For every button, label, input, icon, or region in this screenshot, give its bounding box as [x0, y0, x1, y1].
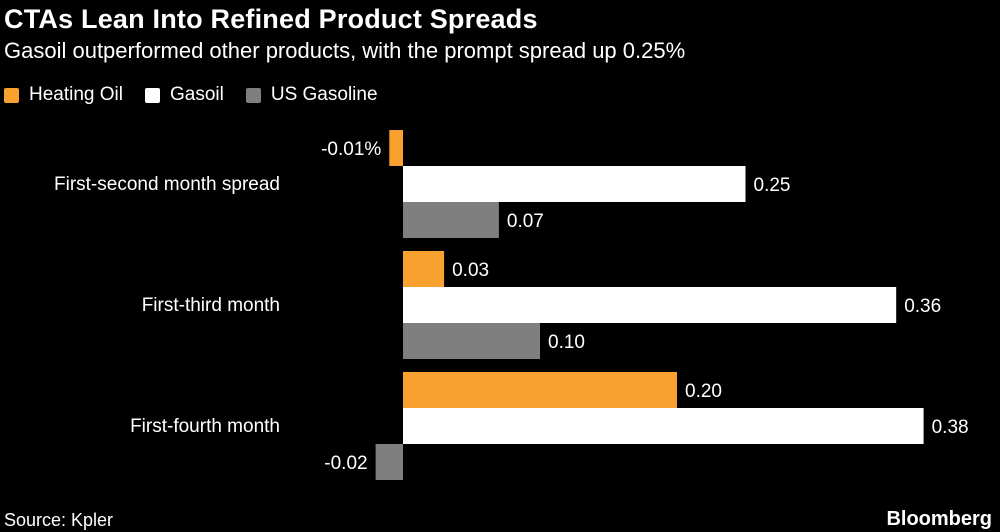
data-label-heating-oil-first-fourth-month: 0.20: [685, 381, 722, 402]
bloomberg-logo: Bloomberg: [886, 508, 992, 530]
legend-swatch-gasoil: [145, 87, 160, 103]
legend-label-heating-oil: Heating Oil: [29, 84, 123, 105]
chart-subtitle: Gasoil outperformed other products, with…: [4, 38, 686, 63]
legend-label-us-gasoline: US Gasoline: [270, 84, 378, 105]
bar-us-gasoline-first-fourth-month: [375, 444, 403, 480]
bar-us-gasoline-first-third-month: [403, 323, 540, 359]
legend: Heating Oil Gasoil US Gasoline: [4, 84, 400, 106]
bar-gasoil-first-fourth-month: [403, 408, 924, 444]
data-label-heating-oil-first-third-month: 0.03: [452, 260, 489, 281]
legend-swatch-us-gasoline: [245, 87, 261, 103]
legend-label-gasoil: Gasoil: [170, 84, 224, 105]
bar-us-gasoline-first-second-month-spread: [403, 202, 499, 238]
chart-title: CTAs Lean Into Refined Product Spreads: [4, 4, 538, 34]
data-label-us-gasoline-first-fourth-month: -0.02: [324, 453, 367, 474]
bar-heating-oil-first-third-month: [403, 251, 445, 287]
data-label-us-gasoline-first-third-month: 0.10: [548, 332, 585, 353]
category-label-first-fourth-month: First-fourth month: [130, 416, 280, 437]
bar-gasoil-first-third-month: [403, 287, 897, 323]
data-label-us-gasoline-first-second-month-spread: 0.07: [507, 211, 544, 232]
source-note: Source: Kpler: [4, 510, 114, 530]
bar-heating-oil-first-fourth-month: [403, 372, 677, 408]
legend-item-heating-oil: Heating Oil: [4, 84, 123, 106]
category-label-first-third-month: First-third month: [142, 295, 280, 316]
data-label-gasoil-first-third-month: 0.36: [904, 296, 941, 317]
category-label-first-second-month-spread: First-second month spread: [54, 174, 280, 195]
data-label-heating-oil-first-second-month-spread: -0.01%: [321, 139, 381, 160]
legend-item-us-gasoline: US Gasoline: [245, 84, 378, 106]
data-label-gasoil-first-fourth-month: 0.38: [932, 417, 969, 438]
data-label-gasoil-first-second-month-spread: 0.25: [754, 175, 791, 196]
bar-heating-oil-first-second-month-spread: [389, 130, 403, 166]
legend-swatch-heating-oil: [4, 87, 19, 103]
legend-item-gasoil: Gasoil: [145, 84, 224, 106]
bar-gasoil-first-second-month-spread: [403, 166, 746, 202]
